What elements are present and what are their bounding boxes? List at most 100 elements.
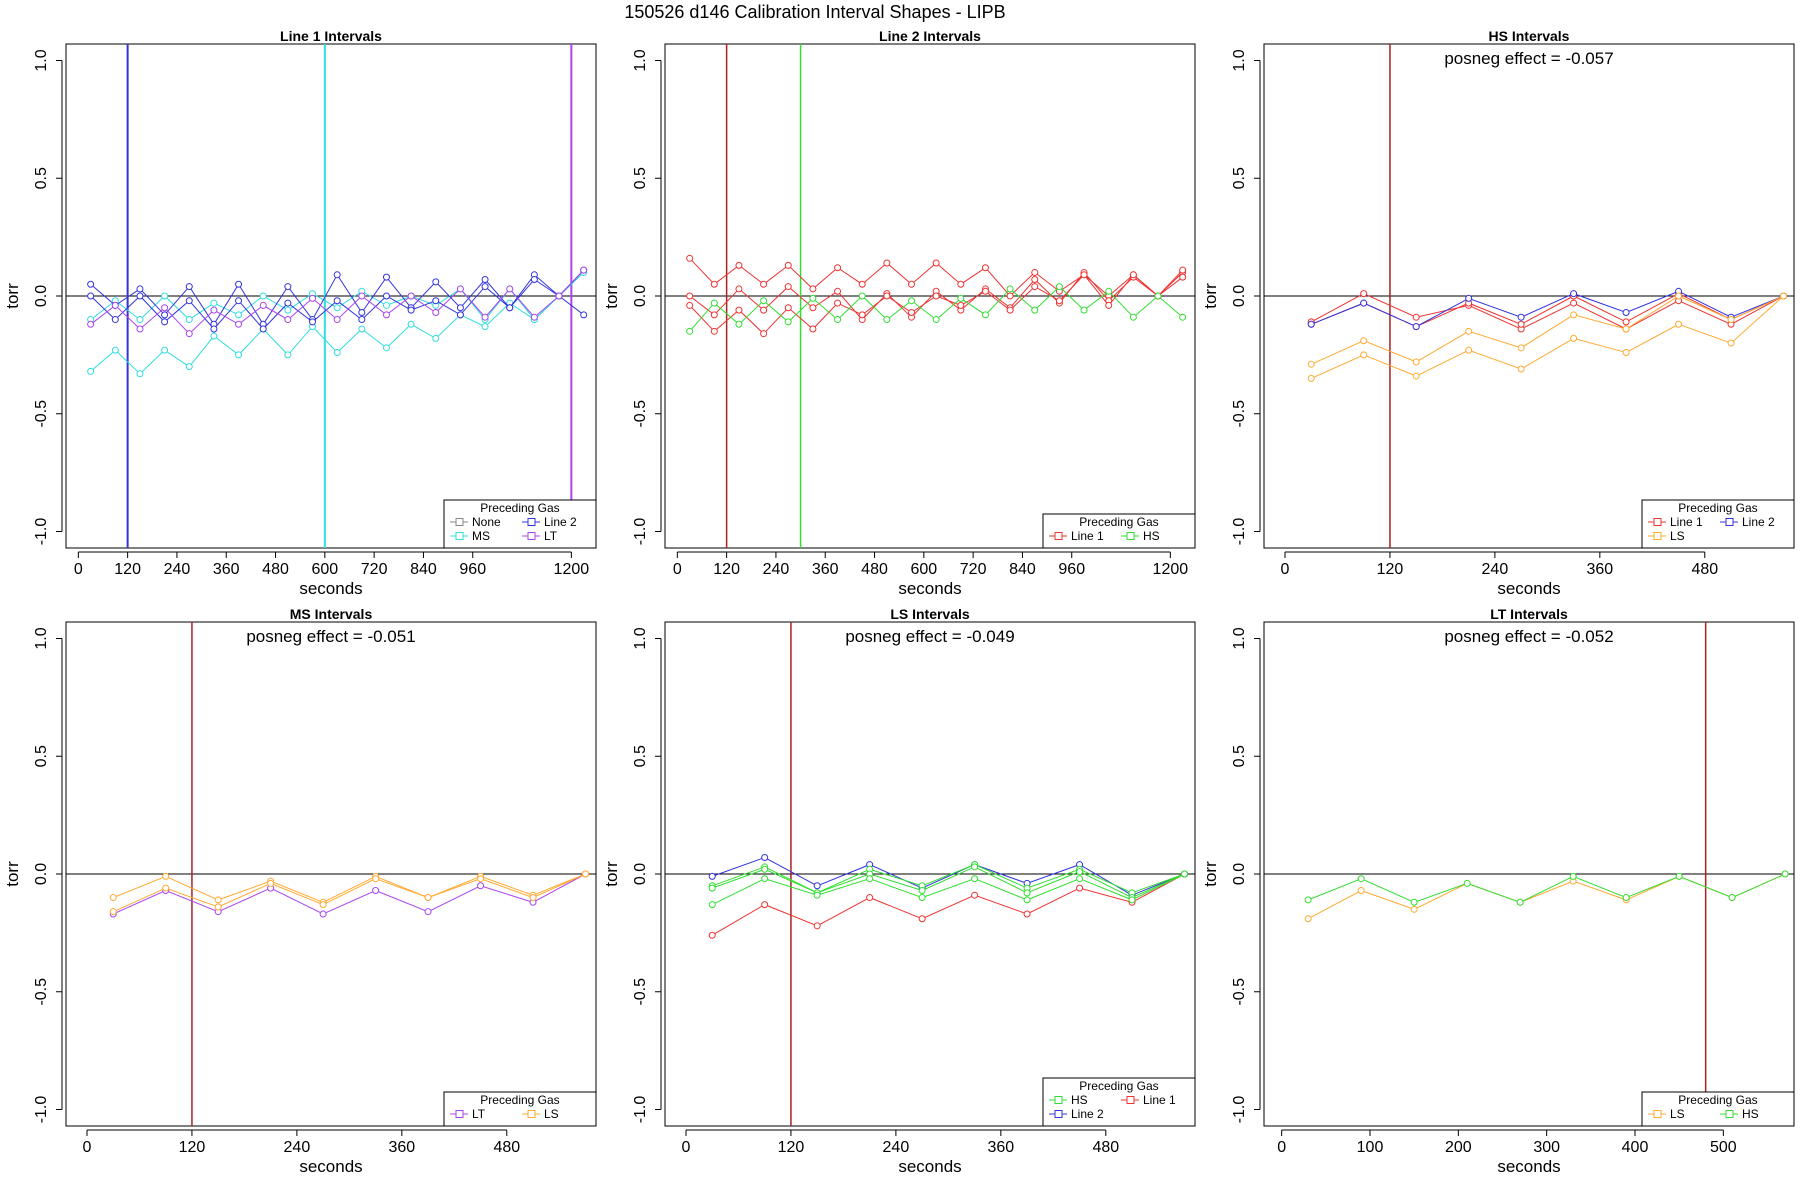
y-axis-label: torr [1201,283,1220,309]
x-tick-label: 720 [361,561,388,578]
data-point [529,894,537,902]
y-tick-label: -0.5 [33,400,50,428]
data-point [382,273,390,281]
data-point [235,320,243,328]
data-point [1006,306,1014,314]
data-point [372,886,380,894]
data-point [1570,334,1578,342]
data-point [481,276,489,284]
data-point [1179,266,1187,274]
y-axis-label: torr [3,283,22,309]
data-point [1360,299,1368,307]
legend-swatch-marker [1653,1110,1662,1118]
data-point [1023,896,1031,904]
data-point [1307,374,1315,382]
series-line [712,856,1185,896]
data-point [760,306,768,314]
data-point [235,351,243,359]
data-point [432,334,440,342]
data-point [1622,894,1630,902]
data-point [210,299,218,307]
chart-panel: MS Intervals 0 120 240 360 480 seconds -1.0 -0.5… [3,606,597,1176]
data-point [1304,896,1312,904]
y-tick-label: 0.5 [33,167,50,189]
data-point [1360,290,1368,298]
legend-swatch-marker [1054,1110,1063,1118]
data-point [87,280,95,288]
data-point [686,254,694,262]
y-tick-label: 0.0 [632,863,649,885]
data-point [1023,910,1031,918]
data-point [1517,365,1525,373]
series-line [711,873,1185,936]
data-point [284,316,292,324]
data-point [1780,292,1788,300]
data-point [1569,872,1577,880]
data-point [957,280,965,288]
data-point [1675,292,1683,300]
data-point [136,292,144,300]
data-point [407,292,415,300]
posneg-annotation: posneg effect = -0.052 [1444,627,1613,646]
legend-title: Preceding Gas [1678,1093,1757,1107]
data-point [1006,285,1014,293]
x-tick-label: 960 [1058,561,1085,578]
panel-title: Line 2 Intervals [879,28,981,44]
data-point [858,280,866,288]
data-point [111,316,119,324]
y-tick-label: -1.0 [33,1096,50,1124]
data-point [382,301,390,309]
data-point [1570,299,1578,307]
panel-title: LS Intervals [890,606,970,622]
legend-entry: Line 1 [1071,529,1104,543]
panel-title: LT Intervals [1490,606,1568,622]
chart-panel: Line 1 Intervals 0 120 240 360 480 600 720 840 96… [3,28,597,598]
data-point [259,292,267,300]
data-point [1516,898,1524,906]
data-point [1465,327,1473,335]
x-tick-label: 240 [1482,561,1509,578]
data-point [1080,306,1088,314]
y-tick-label: 0.0 [632,285,649,307]
data-point [424,894,432,902]
posneg-annotation: posneg effect = -0.057 [1444,49,1613,68]
y-axis-label: torr [3,861,22,887]
data-point [918,915,926,923]
x-tick-label: 360 [812,561,839,578]
data-point [185,316,193,324]
data-point [530,276,538,284]
series-line [1307,873,1786,920]
x-tick-label: 480 [1092,1139,1119,1156]
data-point [109,908,117,916]
legend-title: Preceding Gas [1079,515,1158,529]
legend-swatch-marker [1054,532,1063,540]
data-point [981,287,989,295]
x-tick-label: 240 [164,561,191,578]
y-tick-label: 1.0 [1231,627,1248,649]
figure-title: 150526 d146 Calibration Interval Shapes … [624,2,1005,22]
data-point [111,301,119,309]
data-point [834,299,842,307]
data-point [87,320,95,328]
y-tick-label: 0.5 [632,745,649,767]
legend-box [1042,1077,1196,1127]
legend-swatch-marker [455,518,464,526]
data-point [1412,323,1420,331]
data-point [1622,325,1630,333]
data-point [333,304,341,312]
y-tick-label: 1.0 [632,49,649,71]
data-point [686,301,694,309]
data-point [477,882,485,890]
y-tick-label: -1.0 [632,518,649,546]
data-point [932,316,940,324]
data-point [784,283,792,291]
data-point [908,297,916,305]
y-tick-label: -0.5 [33,978,50,1006]
data-point [1006,292,1014,300]
data-point [210,306,218,314]
data-point [866,875,874,883]
data-point [1357,886,1365,894]
data-point [971,875,979,883]
x-tick-label: 240 [284,1139,311,1156]
data-point [1675,320,1683,328]
